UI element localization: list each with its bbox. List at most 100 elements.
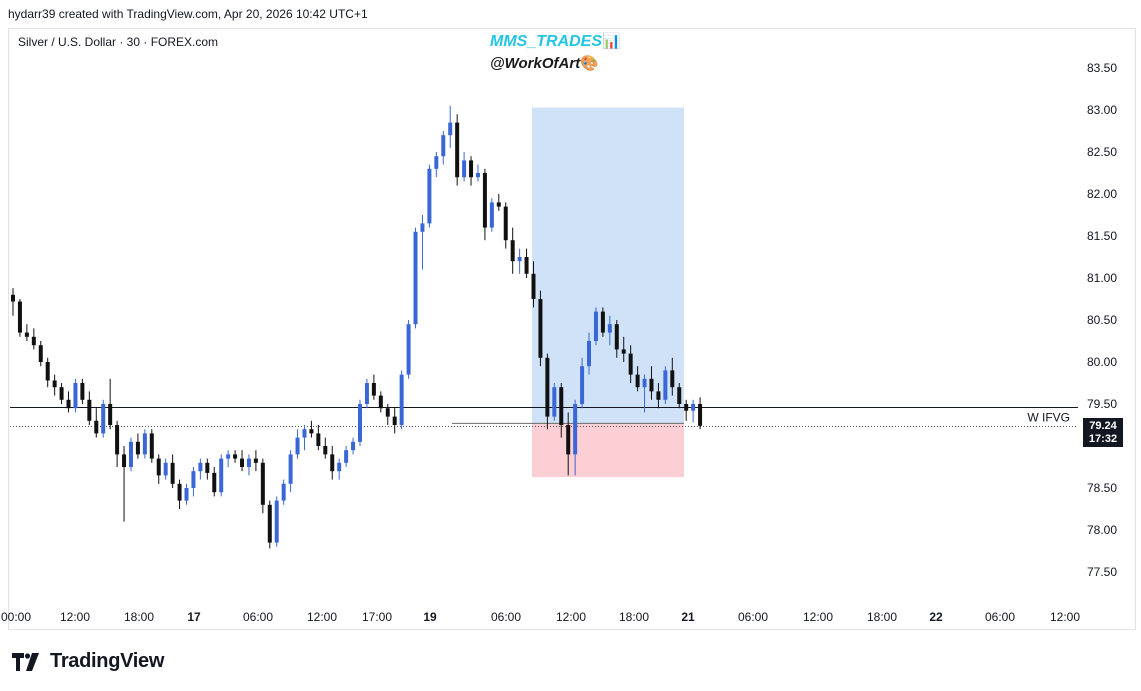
- candle: [538, 290, 543, 367]
- candle-body: [288, 454, 293, 484]
- candle: [524, 248, 529, 278]
- candle-body: [406, 324, 411, 375]
- candle: [253, 450, 258, 472]
- candle-body: [281, 483, 286, 501]
- candle: [684, 399, 689, 421]
- candle: [663, 366, 668, 404]
- candle-body: [128, 441, 133, 467]
- candle-body: [330, 454, 335, 472]
- x-tick-label: 18:00: [124, 610, 154, 624]
- candle: [552, 383, 557, 421]
- candle: [691, 399, 696, 423]
- watermark-handle: @WorkOfArt: [490, 55, 581, 72]
- candle: [469, 156, 474, 186]
- candle-body: [135, 441, 140, 455]
- candle-body: [108, 404, 113, 425]
- candle: [80, 378, 85, 404]
- candle-body: [399, 374, 404, 425]
- candle-body: [17, 301, 22, 333]
- x-tick-label: 18:00: [619, 610, 649, 624]
- candle-body: [684, 404, 689, 411]
- candle-body: [156, 458, 161, 476]
- candle-body: [566, 425, 571, 455]
- y-tick-label: 82.00: [1087, 187, 1117, 201]
- tradingview-logo-icon: [12, 652, 39, 671]
- candle-body: [538, 299, 543, 358]
- candle: [420, 215, 425, 270]
- candle-body: [253, 458, 258, 463]
- candle: [226, 450, 231, 467]
- candle-body: [170, 462, 175, 484]
- candle: [531, 261, 536, 308]
- candle-body: [462, 160, 467, 178]
- candle: [496, 194, 501, 211]
- x-tick-label: 06:00: [491, 610, 521, 624]
- symbol-title[interactable]: Silver / U.S. Dollar · 30 · FOREX.com: [18, 35, 219, 49]
- candle-body: [316, 433, 321, 446]
- candle-body: [552, 387, 557, 417]
- candle-body: [698, 404, 703, 426]
- candle-body: [545, 357, 550, 417]
- candle-body: [191, 471, 196, 488]
- candle: [364, 378, 369, 409]
- candle: [614, 320, 619, 358]
- candle-body: [385, 408, 390, 417]
- candle: [503, 202, 508, 249]
- candle-body: [503, 206, 508, 241]
- bar-countdown: 17:32: [1088, 433, 1118, 445]
- watermark-brand: MMS_TRADES: [490, 33, 603, 50]
- chart-icon: 📊: [602, 33, 621, 50]
- candle: [170, 454, 175, 488]
- candle-body: [378, 395, 383, 409]
- candle: [573, 399, 578, 476]
- tradingview-logo[interactable]: TradingView: [12, 650, 164, 673]
- y-tick-label: 80.50: [1087, 313, 1117, 327]
- x-tick-label: 00:00: [1, 610, 31, 624]
- candle-body: [531, 273, 536, 299]
- candle-body: [559, 387, 564, 425]
- x-tick-label: 18:00: [867, 610, 897, 624]
- candle-body: [149, 433, 154, 459]
- candle: [607, 315, 612, 346]
- candle: [628, 345, 633, 383]
- candle: [198, 458, 203, 480]
- candle-body: [434, 156, 439, 169]
- x-tick-label: 17:00: [362, 610, 392, 624]
- candle-body: [587, 341, 592, 367]
- candle-body: [94, 420, 99, 434]
- candle: [517, 248, 522, 274]
- candle-body: [226, 454, 231, 459]
- candle: [337, 458, 342, 480]
- candle: [240, 450, 245, 472]
- candles: [11, 105, 703, 549]
- candle: [17, 299, 22, 337]
- candle: [462, 152, 467, 182]
- candle: [288, 450, 293, 493]
- candle-body: [295, 437, 300, 455]
- candle-body: [38, 345, 43, 362]
- candle: [351, 437, 356, 455]
- candle: [545, 353, 550, 430]
- candle: [24, 324, 29, 341]
- candle: [434, 152, 439, 178]
- candle: [302, 425, 307, 451]
- candle-body: [489, 202, 494, 228]
- candle: [219, 454, 224, 497]
- x-axis: 00:00 12:00 18:00 17 06:00 12:00 17:00 19 06:00 1…: [1, 610, 1080, 624]
- stop-zone: [532, 423, 684, 478]
- tradingview-logo-text: TradingView: [50, 650, 165, 672]
- candle: [31, 328, 36, 350]
- candle: [52, 374, 57, 396]
- candle: [108, 378, 113, 430]
- candle-body: [670, 370, 675, 388]
- candle: [330, 446, 335, 480]
- candle: [621, 336, 626, 362]
- candle: [698, 397, 703, 430]
- candle: [135, 433, 140, 459]
- position-zones: [452, 107, 684, 478]
- candle: [385, 404, 390, 425]
- candle-body: [628, 353, 633, 375]
- candle: [184, 483, 189, 505]
- candle-body: [413, 231, 418, 325]
